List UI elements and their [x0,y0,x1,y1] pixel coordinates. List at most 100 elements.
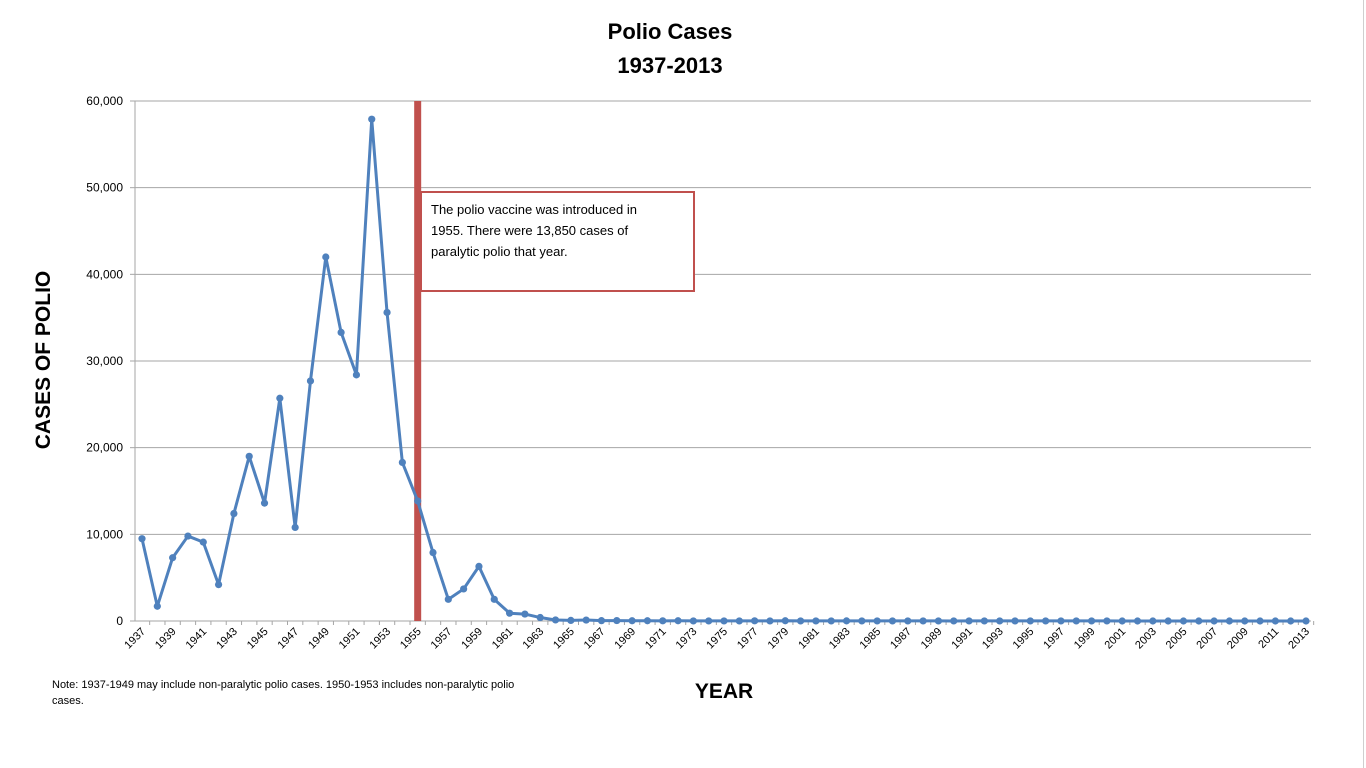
x-tick-label: 1989 [919,626,945,652]
data-point [398,458,406,466]
x-tick-label: 1937 [122,626,148,652]
data-point [674,617,682,625]
data-point [659,617,667,625]
data-point [505,609,514,617]
x-tick-label: 1957 [429,626,455,652]
x-tick-label: 1939 [153,626,179,652]
data-point [291,523,299,532]
data-point [352,371,361,379]
data-point [169,554,177,562]
y-tick-label: 40,000 [86,267,123,281]
y-tick-label: 0 [116,614,123,628]
data-point [888,617,897,625]
x-tick-label: 1985 [857,626,883,652]
data-point [1164,617,1172,625]
data-point [184,532,192,540]
x-tick-label: 1953 [367,626,393,652]
data-point [337,328,345,336]
x-tick-label: 1947 [275,626,301,652]
data-point [460,585,468,593]
data-point [245,452,253,460]
x-tick-label: 1951 [337,626,363,652]
data-point [1256,617,1264,625]
data-point [582,616,590,624]
data-point [812,617,820,625]
x-tick-label: 1955 [398,626,424,652]
data-point [965,617,973,625]
data-point [1103,617,1111,625]
data-point [735,617,743,625]
data-point [1302,617,1310,625]
data-point [306,377,315,385]
data-point [490,595,498,603]
gridlines [130,100,1311,622]
x-tick-label: 2009 [1225,626,1251,652]
data-point [919,617,927,625]
x-tick-label: 1979 [766,626,792,652]
data-point [383,308,391,317]
data-point [858,617,866,625]
chart-title: Polio Cases [607,19,733,44]
x-tick-label: 1963 [521,626,547,652]
data-point [1210,617,1218,625]
data-point [551,616,560,624]
data-point [1179,617,1188,625]
x-tick-label: 1967 [582,626,608,652]
data-point [996,617,1004,625]
x-tick-label: 1943 [214,626,240,652]
data-point [934,617,943,625]
chart-subtitle: 1937-2013 [617,53,723,78]
x-tick-label: 1997 [1041,626,1067,652]
data-point [1057,617,1065,625]
x-tick-label: 1969 [612,626,638,652]
x-tick-label: 2013 [1286,626,1312,652]
data-point [1011,617,1019,625]
data-point [643,617,652,625]
data-point [842,617,851,625]
data-point [1026,617,1034,625]
data-point [1133,617,1142,625]
annotation-box [420,191,695,292]
x-tick-label: 2007 [1194,626,1220,652]
y-tick-label: 10,000 [86,527,123,541]
data-point [980,617,988,625]
data-point [260,499,269,507]
data-point [521,610,529,618]
x-tick-label: 1945 [245,626,271,652]
x-tick-label: 2011 [1256,626,1281,651]
data-point [536,613,544,622]
x-tick-label: 1965 [551,626,577,652]
data-point [766,617,774,625]
data-point [1042,617,1050,625]
x-tick-label: 2005 [1164,626,1190,652]
data-point [827,617,835,625]
y-tick-label: 50,000 [86,181,123,195]
data-point [1271,617,1279,625]
data-point [322,253,330,261]
x-tick-label: 1959 [459,626,485,652]
data-point [1195,617,1203,625]
x-tick-label: 2001 [1103,626,1129,652]
data-point [1241,617,1249,625]
data-point [1118,617,1126,625]
data-point [950,617,958,625]
data-point [904,617,912,625]
series-cases [138,115,1310,625]
data-point [873,617,881,625]
data-point [613,616,621,625]
data-point [1149,617,1157,625]
x-tick-label: 1995 [1011,626,1037,652]
x-tick-label: 1999 [1072,626,1098,652]
data-point [429,548,437,557]
data-point [199,538,207,546]
data-point [475,562,483,571]
y-tick-label: 60,000 [86,94,123,108]
x-tick-label: 1975 [704,626,730,652]
y-tick-label: 30,000 [86,354,123,368]
x-tick-label: 1981 [796,626,822,652]
data-point [705,617,713,625]
footnote: Note: 1937-1949 may include non-paralyti… [52,679,515,707]
data-point [1087,617,1096,625]
data-point [414,497,422,505]
x-tick-label: 1977 [735,626,761,652]
